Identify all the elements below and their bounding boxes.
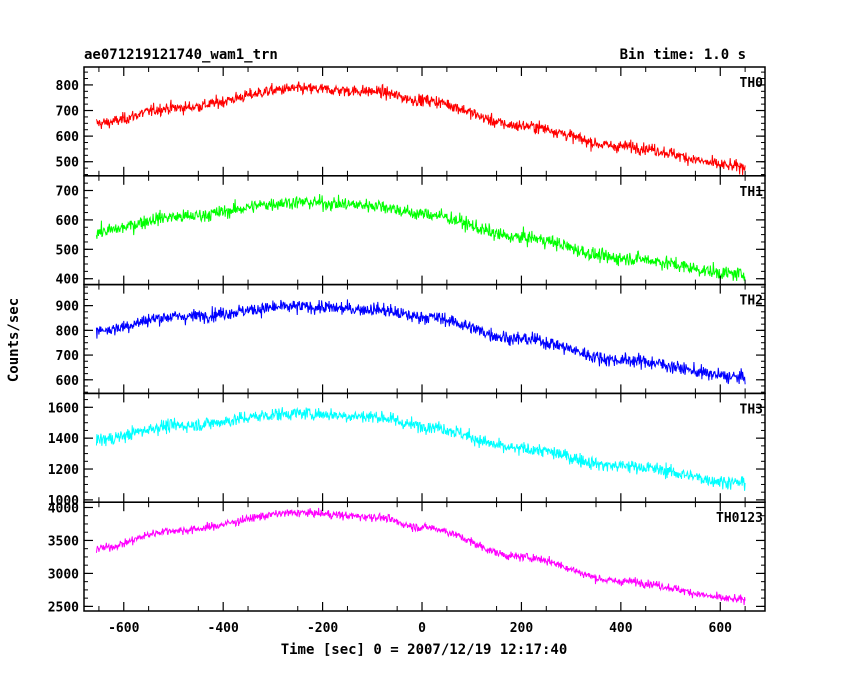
panel-label-th0: TH0: [740, 76, 764, 91]
y-tick-label: 1200: [48, 463, 79, 478]
y-tick-label: 400: [56, 273, 80, 288]
panel-label-th0123: TH0123: [716, 511, 763, 526]
panel-frame: [83, 392, 766, 503]
panel-th3: 1000 1200 1400 1600 TH3: [48, 392, 766, 509]
x-tick-label: 600: [709, 621, 733, 636]
y-tick-label: 600: [56, 374, 80, 389]
series-line-th0123: [95, 507, 746, 606]
y-tick-label: 600: [56, 130, 80, 145]
x-tick-label: -600: [108, 621, 139, 636]
panel-th1: 400 500 600 700 TH1: [56, 175, 766, 288]
y-tick-label: 500: [56, 243, 80, 258]
x-axis-title: Time [sec] 0 = 2007/12/19 12:17:40: [281, 642, 568, 658]
panel-th0: 500 600 700 800 TH0: [56, 66, 766, 177]
panel-th0123: 2500 3000 3500 4000 TH0123: [48, 501, 766, 615]
y-tick-label: 900: [56, 300, 80, 315]
y-tick-label: 3000: [48, 567, 79, 582]
x-tick-label: 200: [510, 621, 534, 636]
y-tick-label: 1000: [48, 494, 79, 509]
panel-frame: [83, 175, 766, 286]
panel-label-th3: TH3: [740, 402, 763, 417]
x-tick-label: 0: [418, 621, 426, 636]
y-tick-label: 1400: [48, 432, 79, 447]
y-tick-label: 700: [56, 105, 80, 120]
y-tick-label: 2500: [48, 600, 79, 615]
series-line-th1: [95, 194, 746, 284]
x-tick-label: -200: [307, 621, 338, 636]
panel-label-th1: TH1: [740, 185, 764, 200]
series-line-th2: [95, 299, 746, 385]
y-tick-label: 4000: [48, 501, 79, 516]
series-line-th3: [95, 406, 746, 491]
chart-title: ae071219121740_wam1_trn: [84, 47, 278, 63]
panel-frame: [83, 66, 766, 177]
y-tick-label: 700: [56, 185, 80, 200]
y-tick-label: 800: [56, 324, 80, 339]
series-line-th0: [95, 81, 746, 175]
y-tick-label: 500: [56, 156, 80, 171]
y-axis-title: Counts/sec: [6, 298, 22, 382]
panel-frame: [83, 501, 766, 612]
panel-label-th2: TH2: [740, 294, 763, 309]
panel-frame: [83, 283, 766, 395]
panel-th2: 600 700 800 900 TH2: [56, 283, 766, 395]
y-tick-label: 600: [56, 214, 80, 229]
x-tick-label: 400: [609, 621, 633, 636]
x-tick-label: -400: [208, 621, 239, 636]
y-tick-label: 800: [56, 79, 80, 94]
panels-group: 500 600 700 800 TH0 400 500 600 700 TH1 600 700 800 9…: [48, 66, 766, 636]
y-tick-label: 1600: [48, 401, 79, 416]
y-tick-label: 700: [56, 349, 80, 364]
y-tick-label: 3500: [48, 534, 79, 549]
bin-time-label: Bin time: 1.0 s: [620, 47, 746, 63]
